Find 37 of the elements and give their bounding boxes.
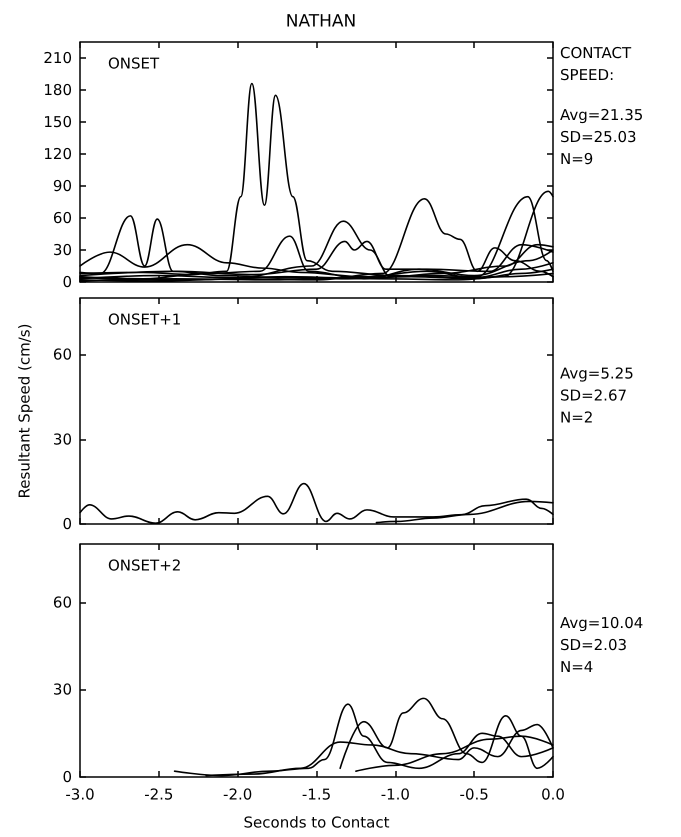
text: SD=2.03 bbox=[560, 636, 628, 654]
y-tick-label: 30 bbox=[52, 241, 72, 259]
y-tick-label: 30 bbox=[52, 430, 72, 448]
x-tick-label: -2.0 bbox=[223, 786, 252, 804]
text: ONSET+1 bbox=[108, 310, 182, 328]
y-tick-label: 180 bbox=[43, 81, 72, 99]
y-tick-label: 210 bbox=[43, 49, 72, 67]
y-tick-label: 0 bbox=[62, 768, 72, 786]
y-tick-label: 30 bbox=[52, 680, 72, 699]
text: N=2 bbox=[560, 408, 594, 426]
x-tick-label: -1.0 bbox=[380, 786, 410, 804]
text: Avg=10.04 bbox=[560, 614, 644, 632]
y-tick-label: 90 bbox=[52, 177, 72, 195]
text: Avg=5.25 bbox=[560, 364, 634, 382]
text: Avg=21.35 bbox=[560, 106, 644, 124]
x-tick-label: 0.0 bbox=[541, 786, 565, 804]
x-axis-title: Seconds to Contact bbox=[244, 814, 390, 832]
y-tick-label: 120 bbox=[43, 145, 72, 163]
x-tick-label: -0.5 bbox=[460, 786, 489, 804]
y-tick-label: 60 bbox=[52, 346, 72, 364]
text: N=9 bbox=[560, 150, 594, 168]
y-axis-title: Resultant Speed (cm/s) bbox=[16, 324, 34, 498]
x-tick-label: -1.5 bbox=[302, 786, 332, 804]
y-tick-label: 60 bbox=[52, 593, 72, 612]
x-tick-label: -2.5 bbox=[144, 786, 174, 804]
text: SD=25.03 bbox=[560, 128, 637, 146]
text: ONSET+2 bbox=[108, 556, 182, 574]
y-tick-label: 60 bbox=[52, 209, 72, 227]
text: N=4 bbox=[560, 658, 594, 676]
chart-title: NATHAN bbox=[286, 12, 356, 32]
y-tick-label: 0 bbox=[62, 273, 72, 291]
y-tick-label: 150 bbox=[43, 113, 72, 131]
y-tick-label: 0 bbox=[62, 515, 72, 533]
x-tick-label: -3.0 bbox=[65, 786, 95, 804]
text: SD=2.67 bbox=[560, 386, 628, 404]
text: CONTACT SPEED: bbox=[560, 44, 636, 84]
text: ONSET bbox=[108, 54, 160, 72]
